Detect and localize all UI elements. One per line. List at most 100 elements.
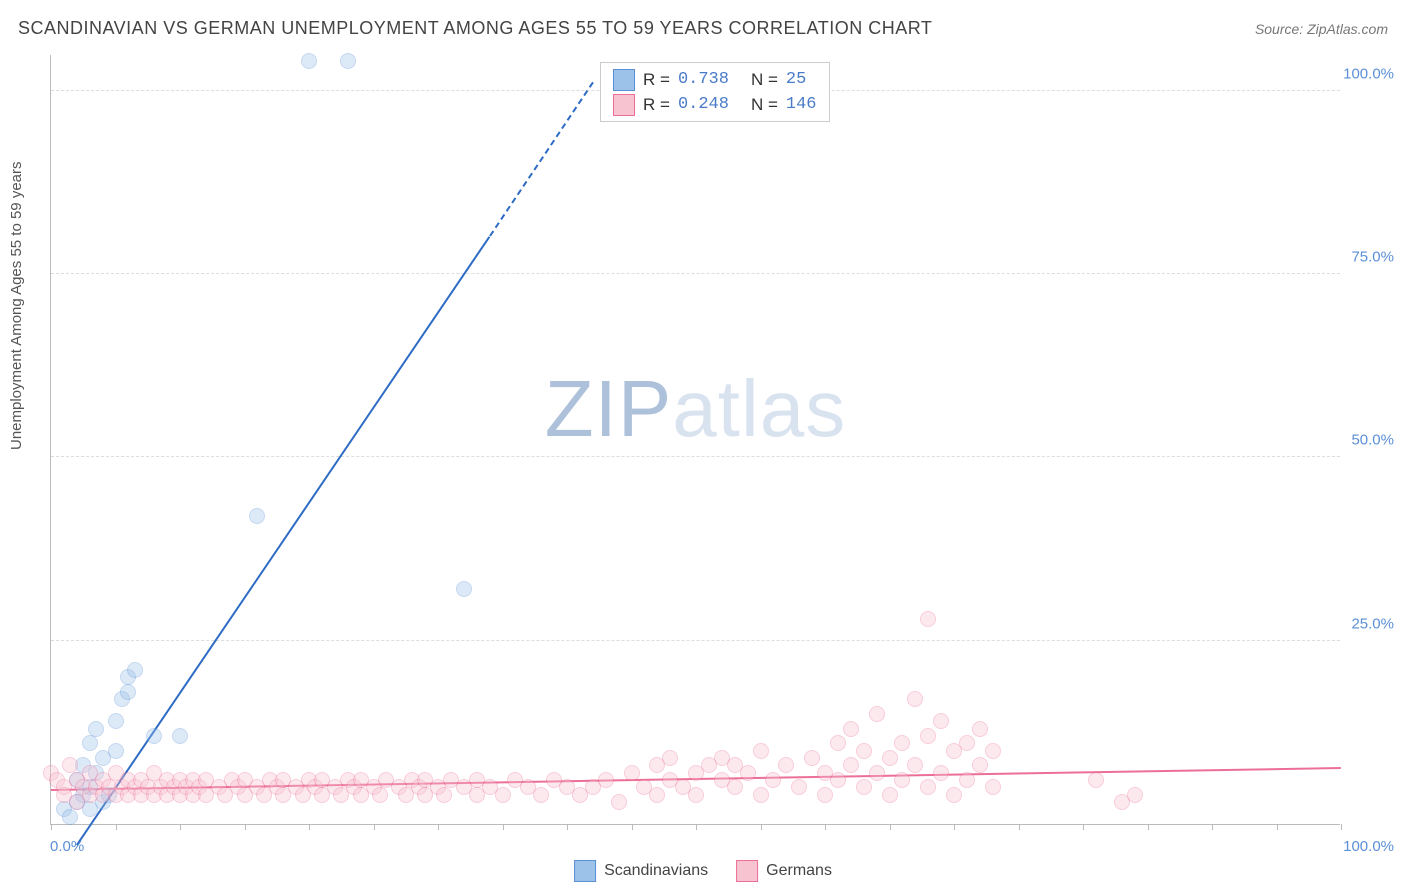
scandinavians-trendline bbox=[76, 235, 491, 845]
legend-item: Scandinavians bbox=[574, 860, 708, 882]
stats-row: R =0.248N =146 bbox=[613, 92, 817, 117]
germans-point bbox=[372, 787, 388, 803]
scandinavians-point bbox=[127, 662, 143, 678]
x-tick bbox=[890, 824, 891, 830]
germans-point bbox=[436, 787, 452, 803]
x-tick bbox=[1019, 824, 1020, 830]
y-tick-label: 75.0% bbox=[1351, 249, 1394, 266]
germans-point bbox=[959, 772, 975, 788]
germans-point bbox=[804, 750, 820, 766]
y-axis-label: Unemployment Among Ages 55 to 59 years bbox=[8, 161, 25, 450]
r-label: R = bbox=[643, 67, 670, 92]
x-tick bbox=[825, 824, 826, 830]
germans-point bbox=[611, 794, 627, 810]
source-label: Source: ZipAtlas.com bbox=[1255, 21, 1388, 37]
germans-point bbox=[688, 787, 704, 803]
x-tick bbox=[116, 824, 117, 830]
watermark: ZIPatlas bbox=[545, 363, 846, 455]
legend: Scandinavians Germans bbox=[574, 860, 832, 882]
germans-point bbox=[598, 772, 614, 788]
x-tick bbox=[180, 824, 181, 830]
scandinavians-point bbox=[108, 713, 124, 729]
gridline bbox=[51, 456, 1340, 457]
legend-item: Germans bbox=[736, 860, 832, 882]
watermark-bold: ZIP bbox=[545, 364, 672, 453]
title-bar: SCANDINAVIAN VS GERMAN UNEMPLOYMENT AMON… bbox=[18, 18, 1388, 39]
germans-point bbox=[920, 779, 936, 795]
germans-point bbox=[495, 787, 511, 803]
germans-point bbox=[972, 757, 988, 773]
scandinavians-point bbox=[301, 53, 317, 69]
germans-point bbox=[894, 735, 910, 751]
germans-point bbox=[933, 713, 949, 729]
n-label: N = bbox=[751, 67, 778, 92]
x-tick bbox=[309, 824, 310, 830]
x-tick bbox=[632, 824, 633, 830]
correlation-stats-box: R =0.738N = 25R =0.248N =146 bbox=[600, 62, 830, 122]
germans-point bbox=[869, 765, 885, 781]
y-tick-label: 50.0% bbox=[1351, 432, 1394, 449]
scandinavians-point bbox=[120, 684, 136, 700]
germans-point bbox=[830, 735, 846, 751]
germans-point bbox=[869, 706, 885, 722]
x-tick bbox=[954, 824, 955, 830]
germans-point bbox=[624, 765, 640, 781]
x-tick bbox=[503, 824, 504, 830]
gridline bbox=[51, 640, 1340, 641]
r-value: 0.248 bbox=[678, 92, 729, 117]
germans-point bbox=[933, 765, 949, 781]
n-label: N = bbox=[751, 92, 778, 117]
germans-point bbox=[907, 691, 923, 707]
germans-point bbox=[882, 750, 898, 766]
germans-point bbox=[817, 787, 833, 803]
y-tick-label: 25.0% bbox=[1351, 615, 1394, 632]
germans-point bbox=[907, 757, 923, 773]
scandinavians-point bbox=[108, 743, 124, 759]
x-tick bbox=[374, 824, 375, 830]
scandinavians-point bbox=[82, 735, 98, 751]
scandinavians-trendline-dashed bbox=[489, 82, 594, 237]
germans-point bbox=[1088, 772, 1104, 788]
germans-point bbox=[740, 765, 756, 781]
germans-point bbox=[62, 757, 78, 773]
x-axis-max-label: 100.0% bbox=[1343, 838, 1394, 855]
germans-point bbox=[649, 787, 665, 803]
n-value: 25 bbox=[786, 67, 806, 92]
series-swatch bbox=[613, 94, 635, 116]
legend-swatch bbox=[736, 860, 758, 882]
legend-label: Scandinavians bbox=[604, 862, 708, 880]
germans-point bbox=[843, 721, 859, 737]
chart-title: SCANDINAVIAN VS GERMAN UNEMPLOYMENT AMON… bbox=[18, 18, 932, 39]
germans-point bbox=[830, 772, 846, 788]
r-label: R = bbox=[643, 92, 670, 117]
watermark-light: atlas bbox=[672, 364, 846, 453]
stats-row: R =0.738N = 25 bbox=[613, 67, 817, 92]
germans-point bbox=[882, 787, 898, 803]
germans-point bbox=[920, 611, 936, 627]
series-swatch bbox=[613, 69, 635, 91]
x-tick bbox=[1083, 824, 1084, 830]
x-tick bbox=[1212, 824, 1213, 830]
scandinavians-point bbox=[456, 581, 472, 597]
x-tick bbox=[696, 824, 697, 830]
scandinavians-point bbox=[172, 728, 188, 744]
scandinavians-point bbox=[340, 53, 356, 69]
legend-label: Germans bbox=[766, 862, 832, 880]
scandinavians-point bbox=[88, 721, 104, 737]
scatter-plot: ZIPatlas 25.0%50.0%75.0%100.0% bbox=[50, 55, 1340, 825]
germans-point bbox=[778, 757, 794, 773]
germans-point bbox=[856, 743, 872, 759]
x-tick bbox=[245, 824, 246, 830]
scandinavians-point bbox=[249, 508, 265, 524]
germans-point bbox=[946, 787, 962, 803]
x-tick bbox=[1148, 824, 1149, 830]
x-tick bbox=[438, 824, 439, 830]
germans-point bbox=[856, 779, 872, 795]
germans-point bbox=[985, 743, 1001, 759]
x-axis-min-label: 0.0% bbox=[50, 838, 84, 855]
x-tick bbox=[567, 824, 568, 830]
y-tick-label: 100.0% bbox=[1343, 65, 1394, 82]
germans-point bbox=[1127, 787, 1143, 803]
x-tick bbox=[1277, 824, 1278, 830]
germans-point bbox=[662, 750, 678, 766]
